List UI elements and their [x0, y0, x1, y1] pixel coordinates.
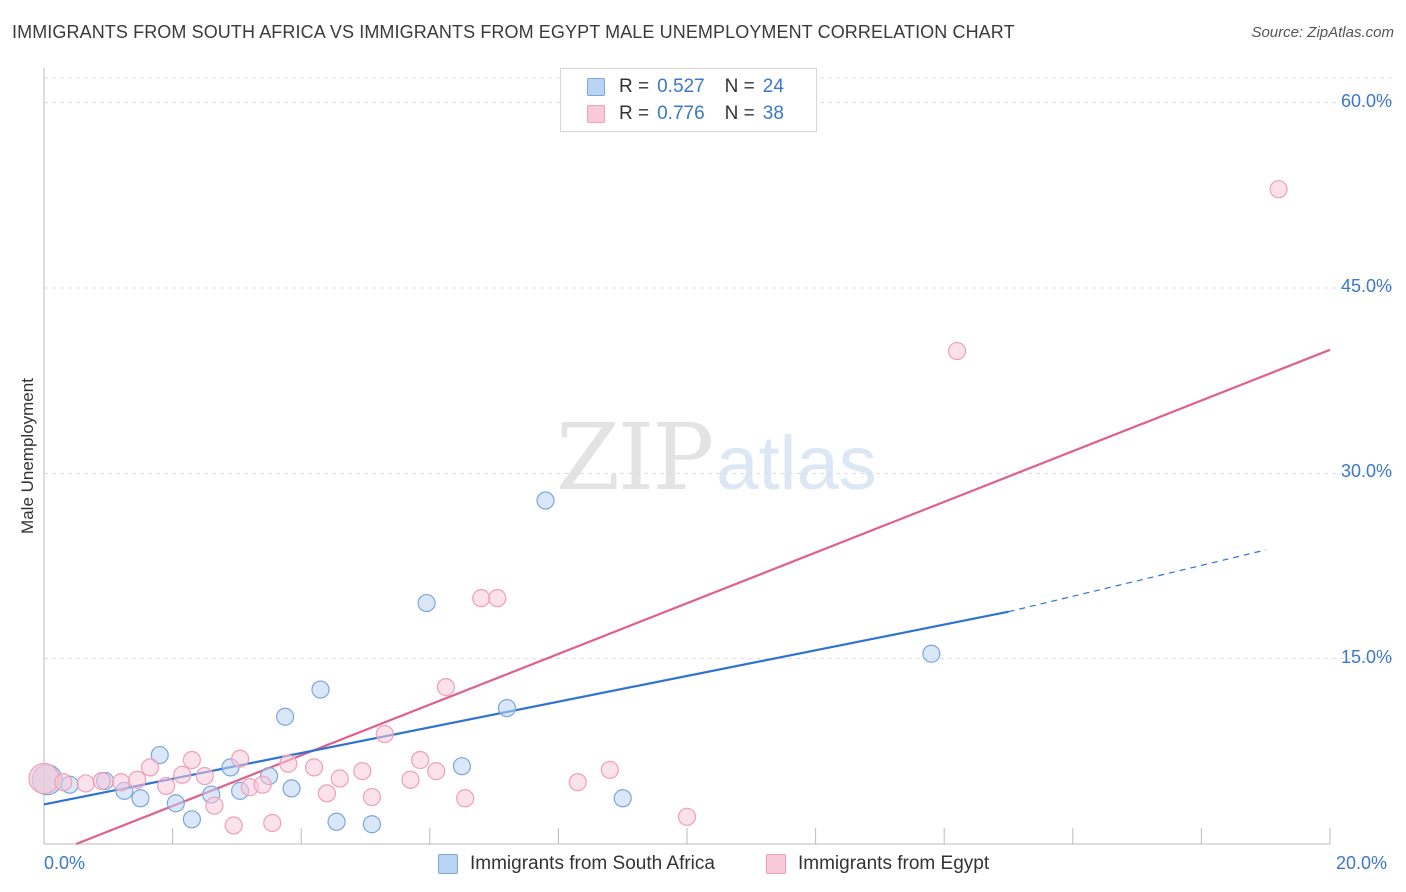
y-tick-label: 15.0%	[1340, 646, 1392, 667]
data-point-south-africa	[613, 789, 632, 808]
data-point-egypt	[304, 758, 324, 777]
data-point-south-africa	[131, 789, 150, 808]
data-point-egypt	[401, 770, 420, 789]
data-point-egypt	[253, 775, 272, 794]
data-point-egypt	[488, 589, 507, 608]
data-point-egypt	[375, 724, 394, 744]
data-point-south-africa	[417, 593, 436, 613]
data-point-egypt	[436, 677, 455, 697]
series-legend-egypt: Immigrants from Egypt	[766, 852, 989, 876]
series-swatch-south-africa	[438, 854, 458, 874]
legend-r-label: R =	[619, 76, 650, 97]
data-point-south-africa	[327, 812, 346, 831]
source-credit: Source: ZipAtlas.com	[1251, 24, 1394, 41]
legend-swatch-south-africa	[587, 78, 605, 96]
data-point-egypt	[224, 816, 243, 835]
legend-n-label: N =	[724, 103, 755, 124]
data-point-south-africa	[182, 810, 201, 829]
data-point-egypt	[54, 773, 73, 792]
data-point-south-africa	[150, 745, 169, 765]
legend-n-label: N =	[724, 76, 755, 97]
watermark-atlas: atlas	[716, 421, 877, 506]
data-point-south-africa	[282, 779, 301, 798]
y-tick-label: 30.0%	[1340, 461, 1392, 482]
data-point-egypt	[157, 776, 176, 796]
data-point-egypt	[427, 762, 446, 781]
data-point-south-africa	[922, 644, 941, 663]
series-swatch-egypt	[766, 854, 786, 874]
data-point-egypt	[205, 796, 224, 815]
correlation-legend: R = 0.527 N = 24 R = 0.776 N = 38	[560, 68, 817, 132]
series-legend-south-africa: Immigrants from South Africa	[438, 852, 715, 876]
x-tick-label-min: 0.0%	[44, 853, 86, 873]
data-point-egypt	[28, 762, 60, 795]
data-point-south-africa	[497, 698, 517, 718]
data-point-egypt	[353, 762, 372, 781]
legend-n-value: 38	[762, 103, 784, 124]
legend-row-south-africa: R = 0.527 N = 24	[587, 75, 804, 99]
data-point-egypt	[330, 769, 349, 788]
watermark-zip: ZIP	[556, 404, 714, 511]
trendline-south-africa-extension	[1008, 549, 1266, 613]
data-point-egypt	[279, 754, 298, 773]
data-point-egypt	[568, 773, 587, 792]
legend-row-egypt: R = 0.776 N = 38	[587, 102, 804, 126]
series-name-egypt: Immigrants from Egypt	[798, 853, 990, 874]
data-point-egypt	[92, 771, 111, 791]
data-point-south-africa	[452, 757, 472, 776]
data-point-south-africa	[166, 794, 185, 813]
legend-n-value: 24	[762, 76, 784, 97]
y-tick-label: 60.0%	[1340, 90, 1392, 111]
legend-swatch-egypt	[587, 105, 605, 123]
data-point-south-africa	[362, 815, 382, 834]
zipatlas-watermark: ZIPatlas	[556, 404, 877, 511]
data-point-egypt	[128, 770, 147, 789]
data-point-egypt	[677, 807, 697, 826]
data-point-egypt	[182, 750, 201, 770]
data-point-egypt	[263, 813, 282, 833]
data-point-egypt	[362, 787, 382, 807]
x-tick-label-max: 20.0%	[1336, 853, 1388, 873]
y-tick-label: 45.0%	[1340, 276, 1392, 297]
data-point-egypt	[173, 765, 192, 784]
data-point-egypt	[195, 766, 214, 786]
data-point-egypt	[317, 784, 337, 803]
data-point-egypt	[600, 760, 619, 779]
data-point-egypt	[76, 774, 95, 793]
data-point-egypt	[231, 749, 250, 768]
legend-r-label: R =	[619, 103, 650, 124]
data-point-south-africa	[276, 707, 295, 726]
data-point-egypt	[411, 750, 430, 770]
data-point-egypt	[112, 773, 131, 792]
data-point-south-africa	[311, 680, 330, 699]
data-point-egypt	[1269, 180, 1288, 199]
series-name-south-africa: Immigrants from South Africa	[470, 853, 715, 874]
data-point-egypt	[472, 589, 491, 608]
data-point-egypt	[456, 789, 475, 808]
data-point-egypt	[947, 341, 967, 361]
data-point-south-africa	[536, 491, 555, 510]
data-point-egypt	[140, 758, 160, 777]
legend-r-value: 0.527	[657, 76, 705, 97]
legend-r-value: 0.776	[657, 103, 705, 124]
chart-title: IMMIGRANTS FROM SOUTH AFRICA VS IMMIGRAN…	[12, 22, 1015, 42]
